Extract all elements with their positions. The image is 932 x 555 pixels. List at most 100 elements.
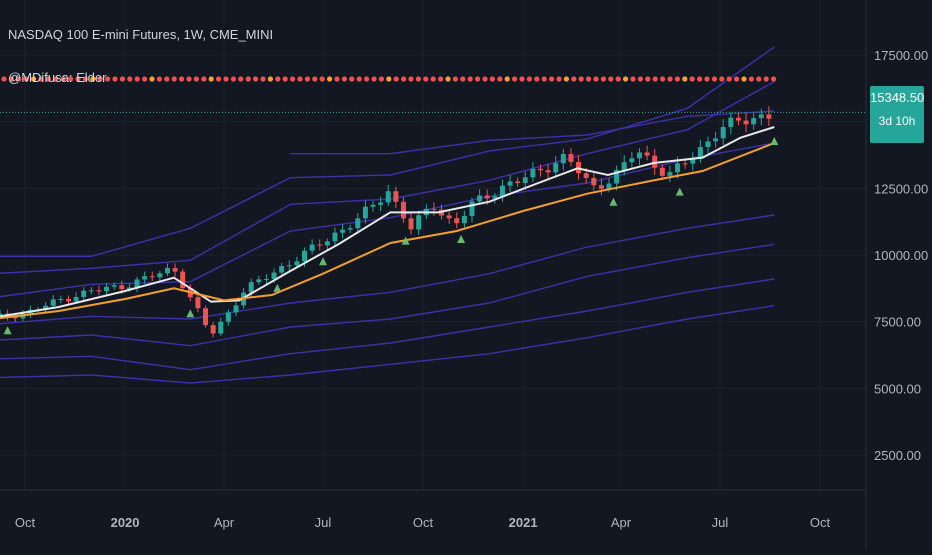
candle-body [484, 195, 490, 199]
signal-dot [763, 76, 769, 82]
slow-ema-line [0, 142, 775, 320]
candle-body [50, 299, 56, 306]
buy-signal-marker [318, 257, 327, 266]
candle-body [766, 114, 772, 119]
candle-body [195, 297, 201, 309]
signal-dot [201, 76, 207, 82]
candle-body [408, 218, 414, 230]
candle-body [629, 158, 635, 163]
candle-body [73, 296, 79, 302]
candle-body [210, 325, 216, 334]
signal-dot [282, 76, 288, 82]
candle-body [126, 287, 132, 290]
candle-body [675, 163, 681, 173]
signal-dot [60, 76, 66, 82]
candle-body [553, 163, 559, 173]
candle-body [378, 202, 384, 205]
candle-body [180, 271, 186, 289]
signal-dot [127, 76, 133, 82]
candle-body [659, 167, 665, 176]
x-tick-label: Oct [413, 515, 434, 530]
candle-body [271, 272, 277, 279]
candle-body [583, 173, 589, 178]
signal-dot [156, 76, 162, 82]
candle-body [545, 170, 551, 173]
candle-body [522, 177, 528, 184]
signal-dot [556, 76, 562, 82]
candle-body [713, 138, 719, 142]
candle-body [203, 308, 209, 326]
candle-body [446, 215, 452, 219]
signal-dot [230, 76, 236, 82]
signal-dot [260, 76, 266, 82]
last-price-label: 15348.50 [870, 90, 925, 105]
candle-body [340, 229, 346, 233]
signal-dot [482, 76, 488, 82]
signal-dot [68, 76, 74, 82]
signal-dot [8, 76, 14, 82]
signal-dot [526, 76, 533, 82]
y-tick-label: 17500.00 [874, 48, 928, 63]
signal-dot [497, 76, 503, 82]
fast-ema-line [0, 126, 775, 318]
candle-body [606, 183, 612, 189]
signal-dot [726, 76, 732, 82]
buy-signal-marker [770, 136, 779, 145]
candle-body [743, 120, 749, 125]
signal-dot [53, 76, 59, 82]
candle-body [66, 298, 72, 302]
y-tick-label: 7500.00 [874, 315, 921, 330]
signal-dot [674, 76, 681, 82]
candle-body [636, 152, 642, 159]
candle-body [720, 126, 726, 139]
candle-body [12, 316, 18, 319]
signal-dot [245, 76, 251, 82]
signal-dot [45, 76, 52, 82]
signal-dot [304, 76, 310, 82]
candle-body [164, 268, 170, 274]
candle-body [393, 191, 399, 202]
indicator-label[interactable]: @MDifusa: Elder [8, 70, 107, 85]
symbol-title[interactable]: NASDAQ 100 E-mini Futures, 1W, CME_MINI [8, 27, 274, 42]
signal-dot [756, 76, 762, 82]
y-tick-label: 2500.00 [874, 448, 921, 463]
candle-body [347, 228, 353, 230]
signal-dot [667, 76, 673, 82]
signal-dot [171, 76, 177, 82]
buy-signal-marker [401, 236, 410, 245]
signal-dot [445, 76, 451, 82]
candle-body [225, 312, 231, 322]
signal-dot [630, 76, 636, 82]
signal-dot [711, 76, 718, 82]
signal-dot [364, 76, 370, 82]
signal-dot [216, 76, 222, 82]
x-tick-label: 2021 [509, 515, 538, 530]
signal-dot [719, 76, 725, 82]
candle-body [332, 232, 338, 242]
signal-dot [734, 76, 740, 82]
candle-body [263, 278, 269, 280]
buy-signal-marker [675, 187, 684, 196]
signal-dot [475, 76, 481, 82]
signal-dot [660, 76, 666, 82]
signal-dot [208, 76, 214, 82]
x-tick-label: Jul [712, 515, 729, 530]
signal-dot [142, 76, 148, 82]
channel-line-6 [0, 243, 775, 347]
channel-line-5 [0, 214, 775, 325]
candle-body [362, 206, 368, 219]
candle-body [355, 218, 361, 229]
signal-dot [319, 76, 325, 82]
candle-body [96, 290, 102, 292]
signal-dot [489, 76, 495, 82]
channel-line-4 [0, 142, 775, 298]
candle-body [560, 153, 566, 164]
candle-body [568, 153, 574, 162]
signal-dot [1, 76, 7, 82]
candle-body [652, 155, 658, 168]
candle-body [477, 195, 483, 202]
signal-dot [571, 76, 577, 82]
candle-body [104, 286, 110, 292]
